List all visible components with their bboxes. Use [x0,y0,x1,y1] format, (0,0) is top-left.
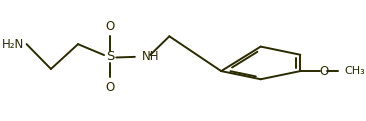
Text: H₂N: H₂N [2,38,24,51]
Text: O: O [105,81,115,94]
Text: S: S [106,50,114,63]
Text: O: O [105,20,115,33]
Text: CH₃: CH₃ [344,66,365,76]
Text: O: O [320,65,329,78]
Text: NH: NH [142,50,160,63]
